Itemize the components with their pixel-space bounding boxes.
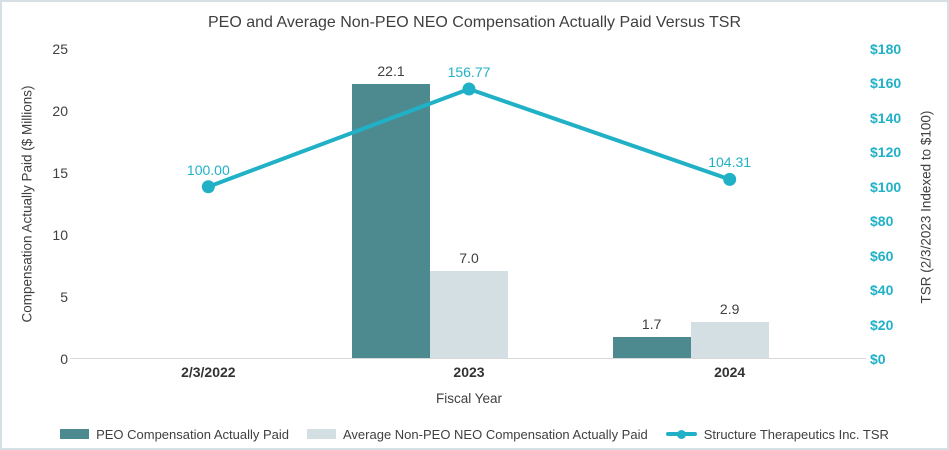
right-axis-title: TSR (2/3/2023 Indexed to $100) (918, 110, 934, 304)
legend-item-peo: PEO Compensation Actually Paid (60, 427, 289, 442)
left-axis-tick: 10 (52, 227, 68, 243)
bar-value-label: 1.7 (641, 315, 662, 332)
tsr-value-label: 104.31 (708, 154, 752, 171)
x-axis-category-label: 2024 (714, 364, 746, 380)
tsr-point-marker (462, 82, 476, 96)
tsr-point-marker (723, 172, 737, 186)
tsr-point-marker (201, 180, 215, 194)
legend-item-tsr: Structure Therapeutics Inc. TSR (665, 426, 889, 442)
x-axis-line (70, 358, 866, 359)
right-axis-tick: $60 (870, 247, 894, 264)
x-axis-title: Fiscal Year (435, 391, 503, 406)
bar-value-label: 2.9 (719, 301, 740, 318)
left-axis-tick: 25 (52, 41, 68, 57)
chart-title: PEO and Average Non-PEO NEO Compensation… (207, 14, 741, 31)
legend: PEO Compensation Actually Paid Average N… (2, 422, 947, 446)
bar-value-label: 22.1 (377, 62, 405, 79)
legend-label-nonpeo: Average Non-PEO NEO Compensation Actuall… (343, 426, 648, 442)
right-axis-tick: $180 (870, 41, 902, 57)
tsr-value-label: 156.77 (447, 64, 491, 80)
left-axis-tick: 20 (52, 103, 68, 119)
right-axis-tick: $40 (870, 282, 894, 299)
left-axis-tick: 0 (60, 351, 68, 367)
tsr-value-label: 100.00 (186, 161, 230, 178)
x-axis-category-label: 2023 (453, 364, 485, 380)
tsr-line-swatch-icon (665, 429, 697, 439)
right-axis-tick: $80 (870, 213, 894, 230)
tsr-line (207, 86, 731, 189)
x-axis-category-label: 2/3/2022 (181, 364, 236, 380)
right-axis-tick: $20 (870, 316, 894, 333)
peo-bar (612, 336, 691, 358)
legend-label-tsr: Structure Therapeutics Inc. TSR (703, 426, 889, 442)
left-axis-tick: 5 (60, 289, 68, 305)
right-axis-tick: $100 (870, 178, 902, 195)
tsr-line-chart (201, 82, 737, 194)
legend-item-nonpeo: Average Non-PEO NEO Compensation Actuall… (307, 427, 648, 442)
left-axis-title: Compensation Actually Paid ($ Millions) (19, 85, 35, 323)
nonpeo-bar-swatch-icon (307, 429, 336, 439)
right-axis-tick: $140 (870, 109, 902, 126)
peo-bar-swatch-icon (60, 429, 90, 439)
right-axis-tick: $160 (870, 75, 902, 92)
bar-value-label: 7.0 (459, 250, 479, 267)
left-axis-tick: 15 (52, 165, 68, 181)
nonpeo-bar (690, 322, 769, 358)
nonpeo-bar (430, 271, 508, 358)
right-axis-tick: $0 (870, 351, 886, 367)
right-axis-tick: $120 (870, 144, 902, 161)
legend-label-peo: PEO Compensation Actually Paid (96, 426, 289, 442)
plot-area: 22.1 7.0 1.7 2.9 100.00 156.77 104.31 (70, 49, 866, 359)
